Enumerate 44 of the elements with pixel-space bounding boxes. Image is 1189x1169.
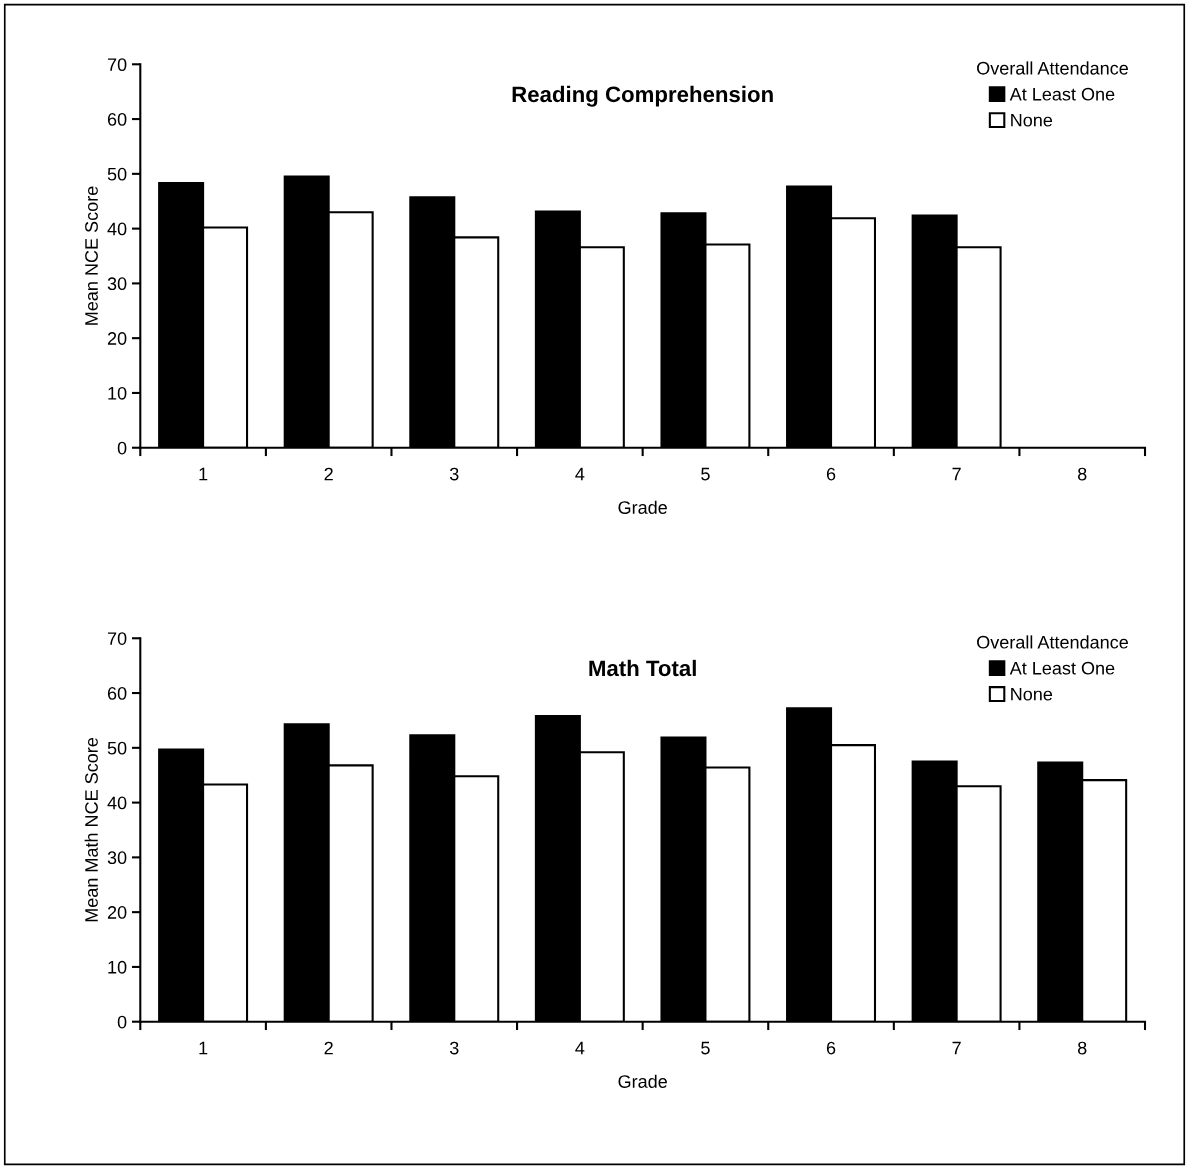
x-tick-label: 1 <box>199 1041 208 1055</box>
x-tick-label: 7 <box>952 467 961 481</box>
x-axis-title: Grade <box>618 500 667 514</box>
y-tick-label: 20 <box>107 332 127 345</box>
x-tick-label: 4 <box>575 467 585 481</box>
x-axis-title: Grade <box>618 1074 667 1088</box>
y-tick-label: 30 <box>107 277 127 291</box>
x-tick-label: 6 <box>826 1041 836 1055</box>
y-tick-label: 0 <box>117 1015 127 1029</box>
x-tick-label: 7 <box>952 1041 961 1055</box>
x-tick-label: 6 <box>826 467 836 481</box>
y-tick-label: 60 <box>107 113 127 126</box>
y-tick-label: 30 <box>107 851 127 865</box>
text: Reading Comprehension <box>512 85 773 107</box>
y-tick-label: 70 <box>107 632 127 645</box>
y-tick-label: 40 <box>107 222 127 236</box>
legend-label: At Least One <box>1009 661 1115 675</box>
y-tick-label: 10 <box>108 386 127 400</box>
x-tick-label: 8 <box>1077 467 1087 481</box>
x-tick-label: 3 <box>449 1041 459 1055</box>
legend-title: Overall Attendance <box>977 635 1128 649</box>
y-tick-label: 20 <box>107 906 127 919</box>
x-tick-label: 2 <box>324 1041 333 1055</box>
y-tick-label: 50 <box>107 167 127 181</box>
x-tick-label: 3 <box>449 467 459 481</box>
x-tick-label: 2 <box>324 467 333 481</box>
x-tick-label: 5 <box>701 1041 710 1055</box>
legend-title: Overall Attendance <box>977 61 1128 75</box>
y-tick-label: 40 <box>107 796 127 810</box>
legend-label: None <box>1011 113 1053 127</box>
y-tick-label: 50 <box>107 741 127 755</box>
y-tick-label: 60 <box>107 686 127 700</box>
y-tick-label: 70 <box>107 58 127 72</box>
legend-label: None <box>1011 687 1053 701</box>
x-tick-label: 8 <box>1077 1041 1087 1055</box>
text: Math Total <box>589 659 696 677</box>
y-axis-title: Mean Math NCE Score <box>84 737 98 922</box>
y-tick-label: 0 <box>117 441 127 455</box>
x-tick-label: 4 <box>575 1041 585 1055</box>
legend-label: At Least One <box>1009 87 1115 101</box>
x-tick-label: 1 <box>199 467 208 481</box>
x-tick-label: 5 <box>701 467 710 481</box>
y-axis-title: Mean NCE Score <box>85 186 98 325</box>
y-tick-label: 10 <box>108 960 127 974</box>
